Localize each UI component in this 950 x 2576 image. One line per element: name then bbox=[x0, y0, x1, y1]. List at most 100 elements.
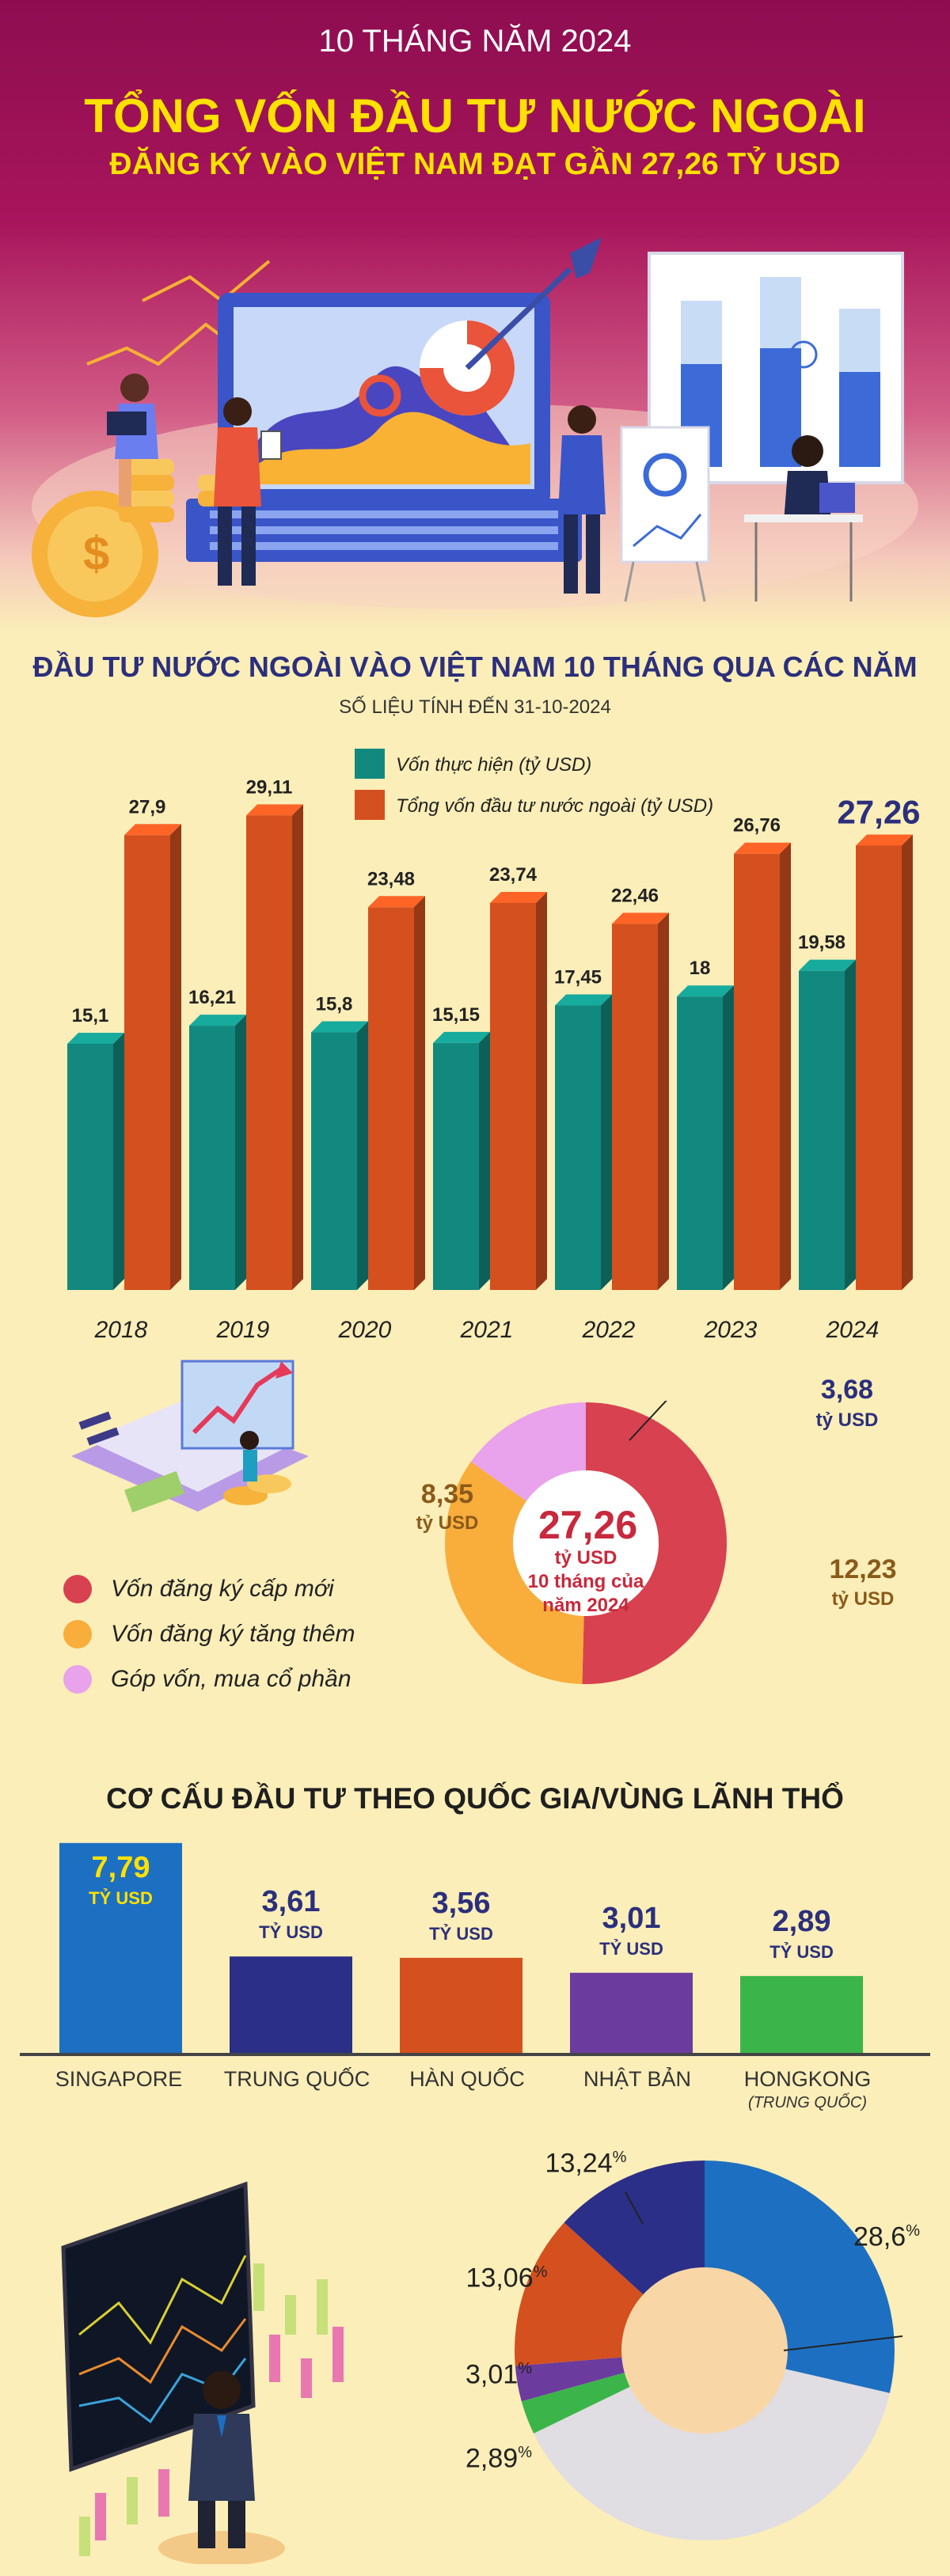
bar-registered-2020 bbox=[368, 896, 425, 1290]
bar-top bbox=[433, 1031, 490, 1043]
bar-top bbox=[124, 824, 181, 836]
year-tick-label: 2020 bbox=[338, 1317, 392, 1343]
share-label-hongkong: 2,89% bbox=[447, 2444, 550, 2474]
year-tick-label: 2018 bbox=[94, 1317, 148, 1343]
bar-top bbox=[246, 804, 303, 816]
country-value-label: 3,01 bbox=[602, 1901, 661, 1935]
bar-top bbox=[555, 994, 612, 1006]
bar-top bbox=[67, 1032, 124, 1044]
bar-face bbox=[311, 1032, 357, 1290]
country-unit-label: TỶ USD bbox=[770, 1941, 834, 1962]
bar-top bbox=[189, 1015, 246, 1026]
country-bar-3 bbox=[570, 1972, 693, 2054]
country-value-label: 7,79 bbox=[91, 1850, 150, 1884]
bar-value-label: 22,46 bbox=[611, 885, 659, 906]
legend-swatch bbox=[355, 749, 385, 779]
bar-face bbox=[856, 845, 902, 1290]
bar-realized-2022 bbox=[555, 994, 612, 1290]
main-title: TỔNG VỐN ĐẦU TƯ NƯỚC NGOÀI bbox=[84, 89, 866, 142]
legend-swatch bbox=[355, 790, 385, 820]
share-label-korea: 13,06% bbox=[447, 2263, 566, 2293]
bar-value-label: 17,45 bbox=[554, 967, 602, 988]
bar-top bbox=[368, 896, 425, 908]
bar-top bbox=[734, 842, 791, 854]
bar-face bbox=[734, 853, 780, 1290]
slice-label-share-purchase: 3,68 bbox=[820, 1375, 874, 1405]
bar-top bbox=[612, 912, 669, 924]
bar-top bbox=[677, 985, 734, 997]
donut-center-value: 27,26 bbox=[538, 1503, 638, 1547]
share-label-japan: 3,01% bbox=[447, 2360, 550, 2390]
country-value-label: 3,61 bbox=[261, 1885, 321, 1919]
bar-value-label: 23,74 bbox=[489, 864, 538, 886]
donut-center bbox=[513, 1470, 659, 1616]
bar-side bbox=[845, 959, 856, 1290]
bar-value-label: 15,1 bbox=[72, 1005, 109, 1026]
bar-face bbox=[490, 902, 536, 1290]
share-value: 13,24 bbox=[545, 2148, 613, 2179]
bar-registered-2019 bbox=[246, 804, 303, 1290]
legend-item-added-capital: Vốn đăng ký tăng thêm bbox=[63, 1618, 355, 1650]
bar-registered-2022 bbox=[612, 912, 669, 1290]
bar-side bbox=[902, 834, 913, 1290]
country-bar-1 bbox=[230, 1956, 352, 2054]
bar-registered-2023 bbox=[734, 842, 791, 1290]
donut-center-unit: tỷ USD bbox=[554, 1547, 618, 1569]
bar-side bbox=[292, 804, 303, 1290]
yearly-chart-title: ĐẦU TƯ NƯỚC NGOÀI VÀO VIỆT NAM 10 THÁNG … bbox=[32, 651, 918, 683]
bar-value-label: 19,58 bbox=[798, 932, 846, 954]
donut-center-caption-1: 10 tháng của bbox=[527, 1571, 644, 1592]
country-bar-2 bbox=[400, 1957, 522, 2054]
bar-value-label: 29,11 bbox=[246, 776, 293, 798]
legend-label: Tổng vốn đầu tư nước ngoài (tỷ USD) bbox=[396, 795, 713, 817]
header-illustration: $ bbox=[32, 237, 918, 617]
bar-face bbox=[677, 996, 723, 1290]
bar-side bbox=[658, 912, 669, 1290]
bar-top bbox=[799, 959, 856, 971]
bar-face bbox=[124, 835, 170, 1290]
country-bar-0 bbox=[59, 1842, 182, 2054]
bar-side bbox=[170, 824, 181, 1290]
stock-board-illustration bbox=[61, 2181, 344, 2564]
bar-value-label: 23,48 bbox=[367, 868, 415, 890]
bar-value-label: 15,8 bbox=[316, 994, 353, 1015]
country-label-singapore: SINGAPORE bbox=[55, 2067, 183, 2091]
legend-dot-pink bbox=[63, 1665, 92, 1694]
svg-text:$: $ bbox=[83, 527, 109, 580]
slice-unit: tỷ USD bbox=[831, 1588, 895, 1610]
country-bar-chart bbox=[20, 1842, 930, 2056]
share-unit: % bbox=[612, 2149, 627, 2166]
country-value-label: 3,56 bbox=[431, 1886, 491, 1920]
country-bar-4 bbox=[740, 1975, 863, 2054]
bar-registered-2021 bbox=[490, 891, 547, 1290]
bar-value-label: 16,21 bbox=[188, 987, 236, 1008]
bar-top bbox=[856, 834, 913, 846]
share-unit: % bbox=[906, 2222, 920, 2240]
share-label-singapore: 28,6% bbox=[835, 2222, 938, 2252]
bar-side bbox=[414, 896, 425, 1290]
bar-side bbox=[357, 1021, 368, 1290]
bar-top bbox=[311, 1021, 368, 1033]
bar-side bbox=[113, 1032, 124, 1290]
header-banner: 10 THÁNG NĂM 2024 TỔNG VỐN ĐẦU TƯ NƯỚC N… bbox=[0, 0, 950, 633]
legend-dot-red bbox=[63, 1575, 92, 1603]
bar-registered-2018 bbox=[124, 824, 181, 1290]
country-unit-label: TỶ USD bbox=[599, 1938, 663, 1959]
bar-side bbox=[780, 842, 791, 1290]
legend-label: Vốn đăng ký tăng thêm bbox=[111, 1621, 355, 1647]
share-label-china: 13,24% bbox=[519, 2149, 653, 2179]
country-unit-label: TỶ USD bbox=[429, 1923, 493, 1944]
bar-face bbox=[612, 924, 658, 1290]
share-unit: % bbox=[518, 2360, 532, 2377]
bar-face bbox=[433, 1042, 479, 1290]
country-label-korea: HÀN QUỐC bbox=[409, 2067, 525, 2091]
bar-top bbox=[490, 891, 547, 903]
bar-value-label: 27,9 bbox=[129, 796, 166, 818]
yearly-bar-chart: Vốn thực hiện (tỷ USD) Tổng vốn đầu tư nư… bbox=[67, 749, 921, 1343]
bar-face bbox=[67, 1043, 113, 1290]
year-tick-label: 2021 bbox=[460, 1317, 514, 1343]
growth-illustration bbox=[71, 1360, 309, 1513]
legend-label: Góp vốn, mua cổ phần bbox=[111, 1666, 352, 1692]
bar-registered-2024 bbox=[856, 834, 913, 1290]
capital-donut-chart bbox=[445, 1401, 727, 1684]
